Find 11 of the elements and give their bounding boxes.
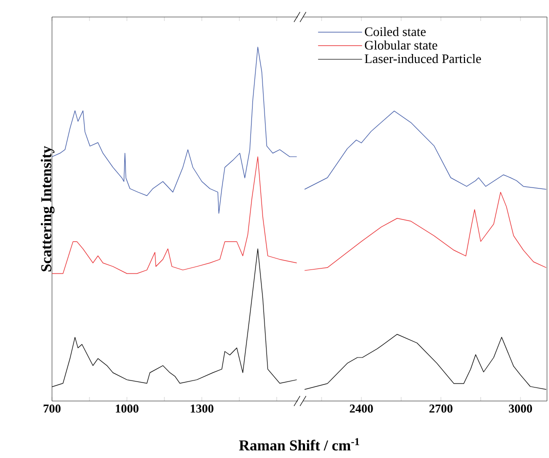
x-tick-label: 1300 — [190, 404, 214, 413]
legend-label: Globular state — [364, 40, 438, 50]
legend-label: Laser-induced Particle — [364, 54, 481, 64]
y-axis-title: Scattering Intensity — [40, 146, 54, 272]
x-axis-title: Raman Shift / cm$^{-1}$ — [239, 438, 360, 450]
x-tick-label: 3000 — [508, 404, 532, 413]
x-tick-label: 700 — [44, 404, 61, 413]
x-tick-label: 2700 — [429, 404, 452, 413]
x-tick-label: 1000 — [116, 404, 138, 413]
legend-label: Coiled state — [364, 26, 426, 36]
x-tick-label: 2400 — [350, 404, 373, 413]
